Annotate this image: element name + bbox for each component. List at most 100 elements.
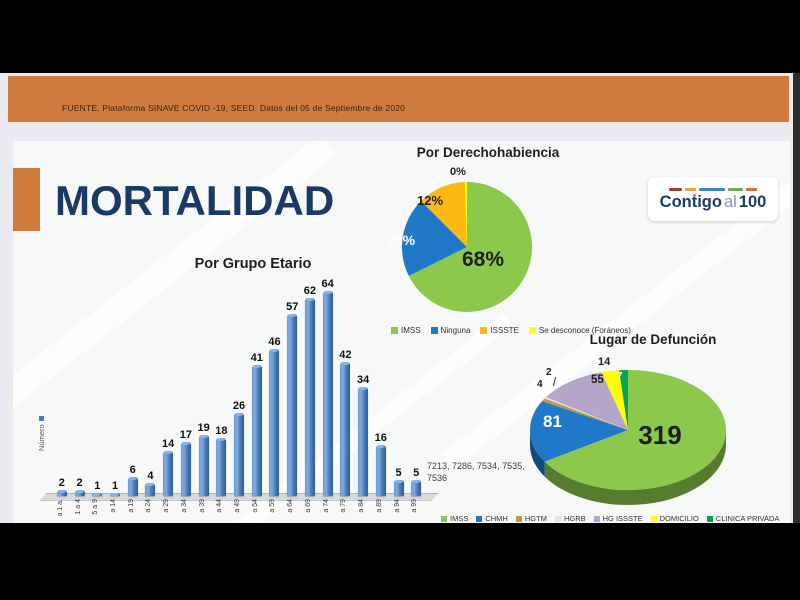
legend-swatch	[650, 515, 657, 522]
bar	[180, 441, 191, 496]
bar-value-label: 4	[147, 470, 154, 483]
pie2-label-clinica-privada: 7	[617, 371, 623, 382]
logo-dash	[669, 187, 682, 191]
bar-axis-tick: a 84	[358, 499, 366, 513]
pie1-label-issste: 12%	[417, 193, 444, 208]
main-panel: MORTALIDAD Por Grupo Etario Número 2 a 1 …	[13, 141, 790, 523]
bar	[251, 364, 262, 496]
bar-value-label: 26	[232, 399, 246, 412]
bar-value-label: 41	[250, 351, 263, 364]
pie2-label-chmh: 81	[543, 412, 562, 431]
pie-slice-hgrb	[544, 397, 628, 430]
legend-swatch	[430, 327, 438, 334]
logo-text: Contigo al 100	[660, 194, 767, 211]
pie-slice-ninguna	[402, 200, 467, 277]
pie2-label-hgrb: 2	[546, 367, 552, 378]
bar-column: 42 a 79	[337, 275, 355, 513]
slide-background: FUENTE. Plataforma SINAVE COVID -19, SEE…	[0, 73, 793, 523]
bar-value-label: 18	[215, 425, 228, 438]
bar-axis-tick: 5 a 9	[92, 499, 100, 515]
source-header-bar: FUENTE. Plataforma SINAVE COVID -19, SEE…	[8, 76, 789, 122]
legend-swatch	[515, 515, 522, 522]
bar	[304, 297, 315, 496]
contigo-al-100-logo: Contigo al 100	[648, 177, 778, 221]
bar-axis-tick: a 99	[411, 499, 419, 513]
logo-dash	[746, 187, 757, 191]
bar-axis-tick: a 24	[145, 499, 153, 513]
derechohabiencia-pie-chart	[402, 182, 532, 312]
bar-axis-tick: a 49	[234, 499, 242, 513]
bar-axis-tick: a 1 a.	[56, 499, 64, 517]
bar	[92, 492, 103, 496]
bar	[411, 480, 422, 496]
pie2-label-hgtm: 4	[537, 379, 543, 390]
bar-value-label: 19	[197, 422, 210, 435]
bar-column: 46 a 59	[266, 275, 284, 512]
bar-value-label: 62	[303, 284, 317, 297]
legend-label: IMSS	[450, 514, 469, 523]
bar-column: 34 a 84	[354, 275, 372, 513]
bar-column: 5 a 94	[390, 275, 408, 513]
bar-value-label: 1	[94, 479, 101, 492]
legend-label: IMSS	[401, 326, 421, 335]
bar	[287, 313, 298, 496]
bar-axis-tick: a 64	[287, 499, 295, 513]
logo-word-contigo: Contigo	[659, 192, 722, 211]
bar-column: 14 a 29	[159, 275, 177, 513]
pie-slice-imss	[544, 370, 726, 490]
pie2-label-imss: 319	[638, 420, 682, 450]
bar-column: 64 a 74	[319, 275, 337, 513]
bar-series-label: Número	[37, 424, 46, 451]
pie-slice-domicilio	[601, 370, 628, 430]
legend-label: DOMICILIO	[659, 514, 699, 523]
bar-chart-series-legend: Número	[37, 416, 46, 451]
legend-swatch	[593, 515, 600, 522]
legend-swatch	[441, 515, 447, 522]
pie1-label-imss: 68%	[461, 248, 505, 271]
age-group-bar-chart: 2 a 1 a. 2 1 a 4 1 5 a 9 1 a 14 6 a 19 4 a 24 14 a 29…	[53, 275, 425, 517]
bar-column: 6 a 19	[124, 275, 142, 513]
bar-column: 2 a 1 a.	[53, 275, 71, 517]
legend-label: HGRB	[563, 514, 586, 523]
legend-item-imss: IMSS	[441, 514, 468, 523]
logo-dash	[685, 187, 696, 191]
footnote-case-numbers: 7213, 7286, 7534, 7535, 7536	[427, 461, 525, 483]
pie-slice-depth-chmh	[530, 430, 545, 477]
legend-item-hgrb: HGRB	[554, 514, 586, 523]
bar	[145, 483, 156, 496]
legend-item-issste: ISSSTE	[480, 326, 519, 335]
legend-label: Ninguna	[440, 326, 471, 335]
pie-slice-imss	[408, 182, 532, 312]
bar-column: 5 a 99	[407, 275, 425, 513]
bar	[198, 435, 209, 496]
legend-label: ISSSTE	[490, 326, 519, 335]
legend-label: CLINICA PRIVADA	[715, 514, 780, 523]
legend-item-hg-issste: HG ISSSTE	[593, 514, 643, 523]
bar	[56, 489, 67, 496]
bar-axis-tick: a 69	[304, 499, 312, 513]
pie1-label-se-desconoce: 0%	[450, 166, 466, 178]
bar	[375, 444, 386, 496]
legend-swatch	[554, 515, 561, 522]
bar	[322, 291, 333, 496]
bar	[216, 438, 227, 496]
bar-value-label: 14	[162, 438, 175, 451]
bar	[234, 412, 245, 496]
pie-slice-chmh	[530, 401, 628, 462]
pie2-label-domicilio: 14	[598, 356, 611, 368]
orange-accent-rectangle	[13, 168, 40, 231]
logo-word-100: 100	[738, 192, 767, 211]
bar-column: 17 a 34	[177, 275, 195, 513]
bar	[340, 361, 351, 496]
bar-axis-tick: a 74	[322, 499, 330, 513]
bar-value-label: 16	[374, 431, 387, 444]
bar-value-label: 5	[395, 467, 402, 479]
pie-slice-issste	[421, 182, 467, 247]
pie-slice-se-desconoce-for-neos-	[464, 182, 467, 247]
bar	[393, 480, 404, 496]
bar	[127, 476, 138, 496]
bar-value-label: 5	[413, 467, 420, 479]
bar-value-label: 6	[129, 463, 136, 476]
bar-value-label: 42	[339, 348, 352, 361]
bar-chart-title: Por Grupo Etario	[194, 256, 312, 272]
